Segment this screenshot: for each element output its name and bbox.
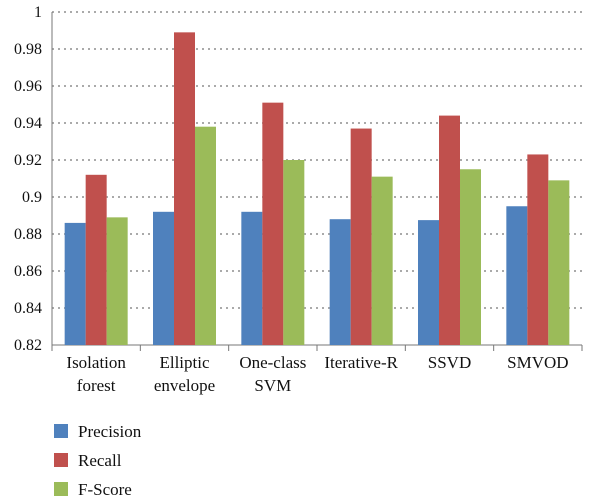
bar-recall — [174, 32, 195, 345]
bar-recall — [350, 128, 372, 345]
bar-precision — [418, 220, 439, 345]
bar-f-score — [195, 126, 216, 345]
bar-f-score — [283, 160, 305, 345]
legend-swatch-recall — [54, 453, 68, 467]
bar-f-score — [460, 169, 481, 345]
y-tick-label: 0.98 — [14, 41, 42, 58]
bar-precision — [506, 206, 528, 345]
x-category-label: One-class — [239, 353, 306, 372]
x-category-label: Elliptic — [159, 353, 210, 372]
x-category-label: SMVOD — [507, 353, 568, 372]
y-tick-label: 0.88 — [14, 226, 42, 243]
y-tick-label: 0.96 — [14, 78, 42, 95]
y-tick-label: 0.86 — [14, 263, 42, 280]
y-tick-label: 0.9 — [22, 189, 42, 206]
bar-f-score — [106, 217, 128, 345]
bar-recall — [262, 102, 284, 346]
bar-precision — [329, 219, 351, 345]
y-tick-label: 0.94 — [14, 115, 42, 132]
legend-swatch-precision — [54, 424, 68, 438]
bar-f-score — [371, 176, 393, 345]
legend-label: Recall — [78, 451, 122, 470]
x-category-label: forest — [77, 376, 116, 395]
x-category-label: Iterative-R — [324, 353, 398, 372]
x-category-label: SVM — [254, 376, 291, 395]
bar-recall — [527, 154, 549, 345]
y-tick-label: 0.92 — [14, 152, 42, 169]
legend-label: Precision — [78, 422, 142, 441]
y-tick-label: 0.82 — [14, 337, 42, 354]
bar-precision — [64, 222, 86, 345]
legend-swatch-f-score — [54, 482, 68, 496]
bar-precision — [241, 211, 263, 345]
x-category-label: envelope — [154, 376, 215, 395]
bar-recall — [439, 115, 460, 345]
legend-label: F-Score — [78, 480, 132, 499]
y-tick-label: 1 — [34, 4, 42, 21]
x-category-label: Isolation — [66, 353, 126, 372]
bar-precision — [153, 211, 174, 345]
bar-f-score — [548, 180, 570, 345]
x-category-label: SSVD — [428, 353, 471, 372]
bar-recall — [85, 174, 107, 345]
y-tick-label: 0.84 — [14, 300, 42, 317]
